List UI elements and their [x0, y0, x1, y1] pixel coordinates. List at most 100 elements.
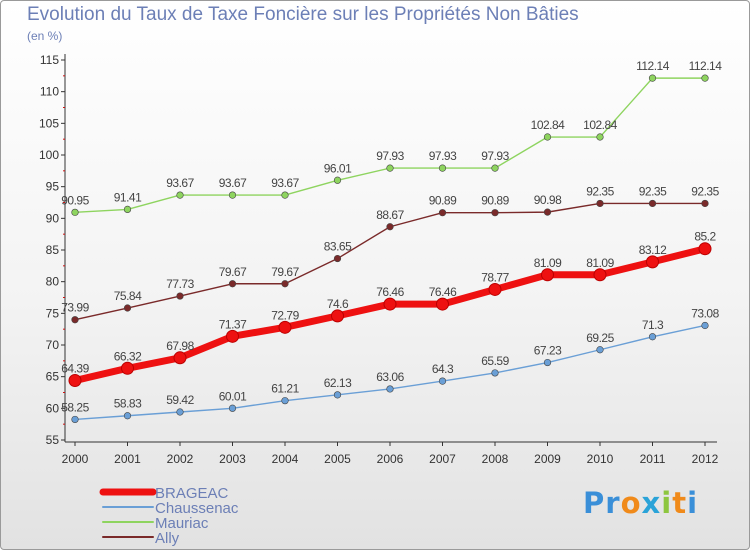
x-tick-label: 2001: [114, 452, 141, 466]
data-label: 58.25: [61, 400, 89, 414]
proxiti-logo: Proxiti: [583, 486, 698, 520]
data-label: 81.09: [586, 256, 614, 270]
data-point: [278, 320, 292, 334]
data-point: [331, 309, 344, 323]
data-point: [281, 397, 289, 405]
logo-letter: o: [620, 486, 642, 520]
data-point: [121, 361, 134, 375]
data-label: 76.46: [429, 285, 457, 299]
data-label: 61.21: [271, 382, 299, 396]
legend-label: Ally: [155, 530, 180, 547]
x-tick-label: 2010: [587, 452, 614, 466]
data-point: [333, 391, 342, 399]
x-tick-label: 2000: [62, 452, 89, 466]
data-label: 71.37: [219, 317, 247, 331]
y-tick-label: 95: [46, 180, 60, 194]
data-point: [491, 164, 499, 172]
data-point: [701, 74, 709, 82]
y-tick-label: 110: [40, 85, 59, 99]
data-point: [698, 242, 712, 256]
x-tick-label: 2004: [272, 452, 299, 466]
data-label: 112.14: [689, 59, 723, 73]
data-label: 75.84: [114, 289, 142, 303]
data-point: [386, 385, 394, 393]
data-point: [383, 297, 397, 311]
data-point: [71, 208, 79, 216]
data-point: [333, 176, 342, 184]
data-point: [228, 191, 237, 199]
y-unit-label: (en %): [27, 29, 63, 43]
x-tick-label: 2006: [377, 452, 404, 466]
data-point: [68, 374, 82, 388]
data-label: 73.08: [691, 306, 719, 320]
data-label: 92.35: [691, 184, 719, 198]
data-label: 60.01: [219, 389, 247, 403]
legend-label: BRAGEAC: [155, 485, 229, 502]
data-point: [333, 254, 342, 263]
x-tick-label: 2011: [640, 452, 666, 466]
data-point: [701, 199, 709, 208]
data-label: 88.67: [376, 208, 404, 222]
data-label: 92.35: [639, 184, 667, 198]
logo-letter: P: [583, 486, 606, 520]
data-point: [648, 74, 657, 82]
data-label: 63.06: [376, 370, 404, 384]
data-point: [123, 304, 132, 312]
data-label: 62.13: [324, 376, 352, 390]
data-label: 97.93: [481, 149, 509, 163]
y-tick-label: 75: [46, 306, 60, 320]
logo-letter: t: [672, 486, 688, 520]
y-tick-label: 80: [46, 275, 60, 289]
x-tick-label: 2003: [219, 452, 246, 466]
x-tick-label: 2007: [429, 452, 456, 466]
data-label: 83.12: [639, 243, 667, 257]
data-point: [123, 412, 132, 420]
data-label: 97.93: [376, 149, 404, 163]
data-label: 96.01: [324, 161, 352, 175]
data-label: 77.73: [166, 277, 194, 291]
data-point: [648, 333, 657, 341]
data-point: [541, 268, 554, 282]
data-point: [176, 191, 184, 199]
data-label: 69.25: [586, 331, 614, 345]
logo-letter: i: [661, 486, 673, 520]
y-tick-label: 115: [40, 53, 59, 67]
data-point: [596, 346, 604, 354]
data-point: [386, 223, 394, 231]
data-point: [228, 280, 237, 288]
data-point: [543, 133, 552, 141]
data-point: [226, 329, 239, 343]
data-point: [596, 133, 604, 141]
y-tick-label: 105: [39, 116, 59, 130]
legend-label: Chaussenac: [155, 500, 239, 517]
data-label: 65.59: [481, 354, 509, 368]
data-label: 67.23: [534, 344, 562, 358]
y-tick-label: 90: [46, 211, 60, 225]
data-label: 66.32: [114, 349, 142, 363]
data-label: 71.3: [642, 318, 664, 332]
data-label: 90.95: [61, 193, 89, 207]
data-label: 90.89: [429, 194, 457, 208]
data-point: [438, 164, 447, 172]
data-point: [701, 321, 709, 330]
data-point: [386, 164, 394, 172]
data-point: [491, 209, 499, 217]
data-label: 74.6: [327, 297, 349, 311]
data-label: 90.98: [534, 193, 562, 207]
data-point: [596, 199, 604, 208]
data-label: 90.89: [481, 194, 509, 208]
data-label: 79.67: [219, 265, 247, 279]
data-label: 92.35: [586, 184, 614, 198]
x-tick-label: 2009: [534, 452, 561, 466]
data-label: 67.98: [166, 339, 194, 353]
logo-letter: x: [641, 486, 662, 520]
y-tick-label: 65: [46, 370, 60, 384]
data-label: 102.84: [583, 118, 618, 132]
x-tick-label: 2005: [324, 452, 351, 466]
data-point: [438, 377, 447, 385]
y-tick-label: 60: [46, 401, 60, 415]
data-label: 85.2: [694, 230, 716, 244]
x-tick-label: 2008: [482, 452, 509, 466]
data-point: [228, 404, 237, 412]
